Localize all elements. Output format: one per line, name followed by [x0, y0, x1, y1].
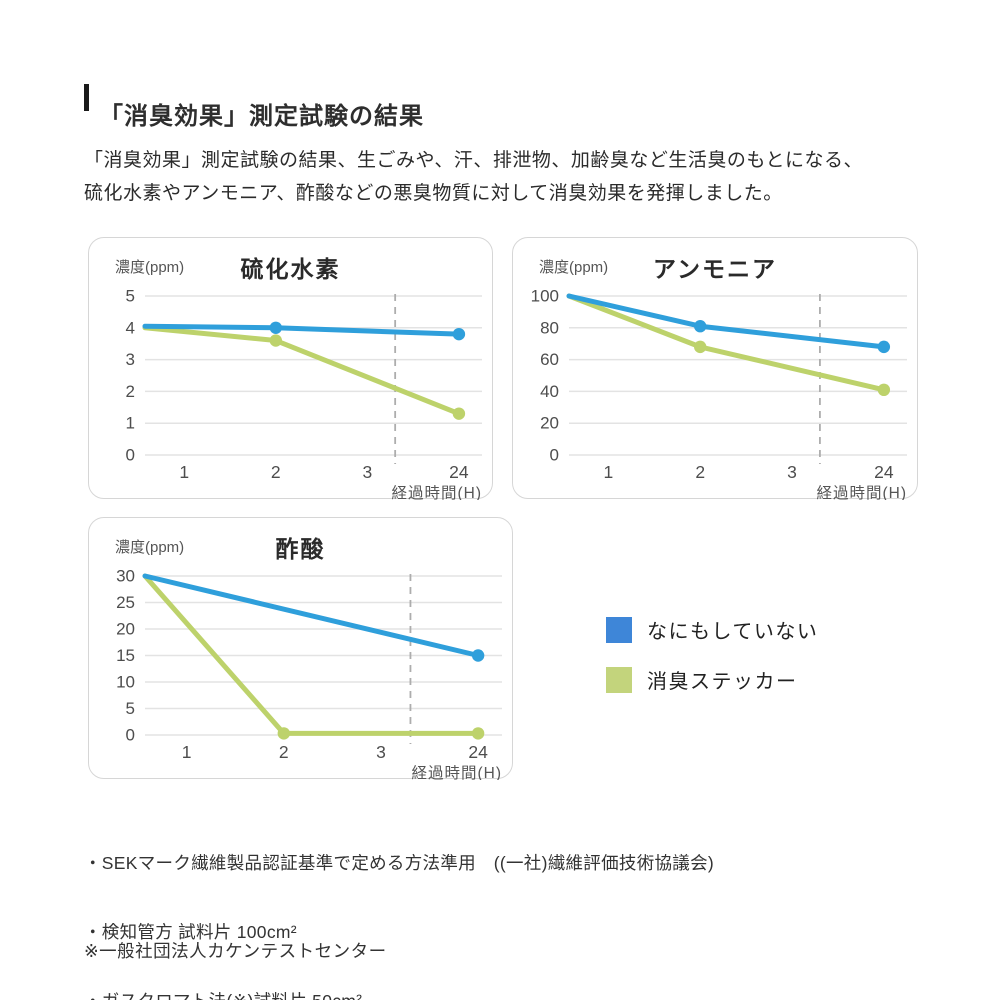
svg-text:5: 5	[126, 699, 135, 718]
svg-text:2: 2	[126, 382, 135, 401]
svg-text:0: 0	[126, 726, 135, 745]
chart-title: アンモニア	[652, 256, 778, 282]
intro-line-1: 「消臭効果」測定試験の結果、生ごみや、汗、排泄物、加齢臭など生活臭のもとになる、	[84, 150, 864, 171]
legend: なにもしていない 消臭ステッカー	[606, 615, 818, 715]
intro-paragraph: 「消臭効果」測定試験の結果、生ごみや、汗、排泄物、加齢臭など生活臭のもとになる、…	[84, 144, 863, 210]
chart-header: 濃度(ppm) アンモニア	[513, 250, 917, 288]
page-title: 「消臭効果」測定試験の結果	[99, 103, 424, 131]
svg-text:30: 30	[116, 568, 135, 586]
svg-text:3: 3	[787, 462, 797, 482]
legend-label: なにもしていない	[647, 621, 819, 643]
footnote-line: ・検知管方 試料片 100cm²	[84, 922, 297, 942]
svg-text:2: 2	[271, 462, 281, 482]
svg-text:0: 0	[550, 446, 559, 465]
svg-text:経過時間(H): 経過時間(H)	[816, 484, 907, 500]
svg-text:25: 25	[116, 593, 135, 612]
footnote-line: ・ガスクロマト法(※)試料片 50cm²	[84, 990, 780, 1000]
svg-text:10: 10	[116, 673, 135, 692]
svg-text:100: 100	[531, 288, 559, 306]
svg-text:4: 4	[126, 318, 135, 337]
svg-text:5: 5	[126, 288, 135, 306]
svg-text:60: 60	[540, 350, 559, 369]
svg-text:20: 20	[540, 414, 559, 433]
legend-item-sticker: 消臭ステッカー	[606, 665, 818, 694]
svg-text:15: 15	[116, 646, 135, 665]
svg-text:2: 2	[279, 742, 289, 762]
blue-legend-swatch	[606, 616, 632, 643]
svg-text:3: 3	[376, 742, 386, 762]
title-accent-bar	[84, 84, 89, 111]
ammonia-chart-panel: 濃度(ppm) アンモニア 0 20 40 60 80 100 1 2 3 24 経過時間(H)	[512, 237, 918, 500]
svg-text:20: 20	[116, 620, 135, 639]
intro-line-2: 硫化水素やアンモニア、酢酸などの悪臭物質に対して消臭効果を発揮しました。	[84, 183, 783, 204]
hydrogen-sulfide-chart-panel: 濃度(ppm) 硫化水素 0 1 2 3 4 5 1 2 3 24 経過時間(H)	[88, 237, 493, 500]
svg-text:3: 3	[126, 350, 135, 369]
y-axis-unit-label: 濃度(ppm)	[539, 259, 609, 276]
chart-header: 濃度(ppm) 硫化水素	[89, 250, 492, 288]
svg-text:3: 3	[362, 462, 372, 482]
y-axis-unit-label: 濃度(ppm)	[115, 259, 185, 276]
chart-title: 硫化水素	[240, 256, 341, 282]
footnote-line: ・SEKマーク繊維製品認証基準で定める方法準用 ((一社)繊維評価技術協議会)	[84, 853, 715, 873]
svg-text:40: 40	[540, 382, 559, 401]
legend-item-untreated: なにもしていない	[606, 615, 818, 644]
svg-text:経過時間(H): 経過時間(H)	[411, 764, 502, 780]
svg-text:24: 24	[874, 462, 894, 482]
svg-text:2: 2	[695, 462, 705, 482]
legend-label: 消臭ステッカー	[647, 671, 798, 693]
svg-text:24: 24	[449, 462, 469, 482]
svg-text:1: 1	[179, 462, 189, 482]
svg-text:0: 0	[126, 446, 135, 465]
svg-text:80: 80	[540, 318, 559, 337]
acetic-acid-chart: 0 5 10 15 20 25 30 1 2 3 24 経過時間(H)	[116, 568, 502, 780]
hydrogen-sulfide-chart: 0 1 2 3 4 5 1 2 3 24 経過時間(H)	[126, 288, 482, 500]
svg-text:経過時間(H): 経過時間(H)	[391, 484, 482, 500]
footnotes: ・SEKマーク繊維製品認証基準で定める方法準用 ((一社)繊維評価技術協議会) …	[84, 806, 780, 1000]
source-note: ※一般社団法人カケンテストセンター	[84, 941, 387, 961]
y-axis-unit-label: 濃度(ppm)	[115, 539, 185, 556]
chart-title: 酢酸	[275, 536, 326, 562]
chart-header: 濃度(ppm) 酢酸	[89, 530, 512, 568]
ammonia-chart: 0 20 40 60 80 100 1 2 3 24 経過時間(H)	[531, 288, 907, 500]
svg-text:1: 1	[603, 462, 613, 482]
svg-text:24: 24	[468, 742, 488, 762]
svg-text:1: 1	[126, 414, 135, 433]
green-legend-swatch	[606, 666, 632, 693]
acetic-acid-chart-panel: 濃度(ppm) 酢酸 0 5 10 15 20 25 30 1 2 3 24 経過時間(H)	[88, 517, 513, 780]
svg-text:1: 1	[182, 742, 192, 762]
